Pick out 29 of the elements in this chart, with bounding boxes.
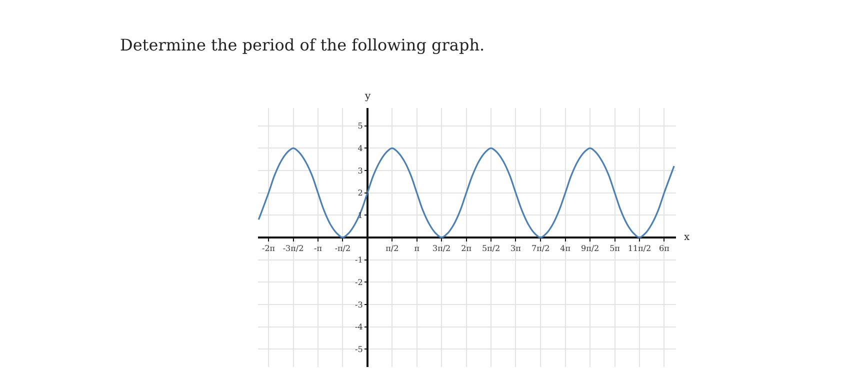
x-axis-title: x (684, 232, 690, 243)
y-tick-label: -5 (355, 344, 363, 354)
x-tick-label: 11π/2 (628, 244, 652, 254)
x-tick-label: π/2 (386, 244, 399, 254)
chart-title: Determine the period of the following graph. (120, 36, 485, 55)
x-tick-label: 3π (510, 244, 521, 254)
x-tick-label: 7π/2 (532, 244, 550, 254)
y-axis-title: y (364, 91, 371, 102)
x-tick-label: -3π/2 (282, 244, 304, 254)
line-series (258, 147, 675, 238)
y-tick-label: 5 (358, 122, 363, 131)
y-tick-label: -3 (355, 300, 363, 310)
y-tick-label: -1 (355, 256, 363, 265)
x-tick-label: -π/2 (334, 244, 351, 254)
x-tick-label: 3π/2 (432, 244, 451, 254)
x-tick-label: -π (314, 244, 322, 254)
x-tick-label: 5π/2 (482, 244, 500, 254)
y-tick-label: 3 (358, 166, 363, 176)
x-tick-label: 5π (610, 244, 620, 254)
y-tick-label: -4 (355, 322, 363, 332)
y-tick-label: 4 (358, 144, 363, 153)
x-tick-label: -2π (262, 244, 276, 254)
x-tick-label: 2π (461, 244, 472, 254)
x-tick-label: 4π (560, 244, 570, 254)
x-tick-label: 6π (659, 244, 670, 254)
y-tick-label: -2 (355, 278, 363, 287)
x-tick-label: 9π/2 (580, 244, 600, 254)
y-tick-label: 2 (358, 188, 363, 198)
x-tick-label: π (414, 244, 420, 254)
